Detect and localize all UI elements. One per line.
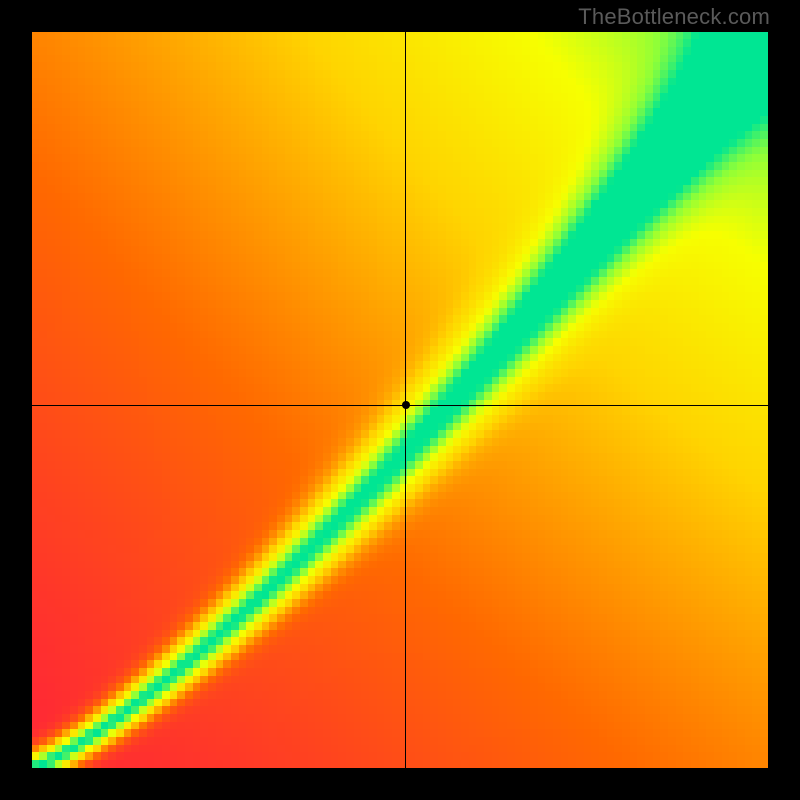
bottleneck-heatmap — [32, 32, 768, 768]
chart-frame: TheBottleneck.com — [0, 0, 800, 800]
crosshair-horizontal — [32, 405, 768, 406]
watermark-text: TheBottleneck.com — [578, 4, 770, 30]
crosshair-marker-dot — [402, 401, 410, 409]
crosshair-vertical — [405, 32, 406, 768]
